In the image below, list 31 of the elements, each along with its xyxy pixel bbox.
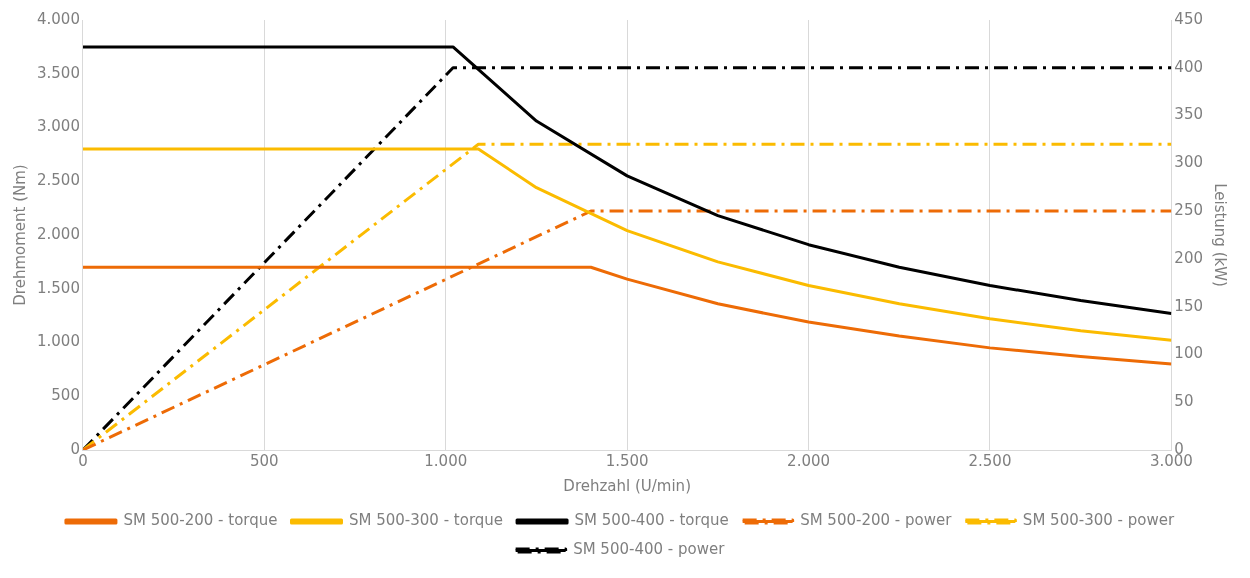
y-tick-label: 2.500 bbox=[36, 171, 80, 190]
x-tick-label: 2.000 bbox=[787, 451, 831, 470]
y2-tick-label: 100 bbox=[1174, 344, 1204, 363]
legend-label: SM 500-300 - power bbox=[1022, 511, 1175, 530]
y2-axis-title: Leistung (kW) bbox=[1211, 183, 1230, 287]
y2-tick-label: 450 bbox=[1174, 9, 1204, 28]
y-tick-label: 1.500 bbox=[36, 278, 80, 297]
legend-label: SM 500-200 - power bbox=[800, 511, 953, 530]
y2-tick-label: 50 bbox=[1174, 392, 1194, 411]
y-tick-label: 2.000 bbox=[36, 224, 80, 243]
y-tick-label: 4.000 bbox=[36, 9, 80, 28]
y2-tick-label: 350 bbox=[1174, 105, 1204, 124]
legend-label: SM 500-400 - power bbox=[573, 540, 726, 559]
y2-tick-label: 300 bbox=[1174, 153, 1204, 172]
y-tick-label: 3.000 bbox=[36, 117, 80, 136]
y-tick-label: 3.500 bbox=[36, 63, 80, 82]
y2-tick-label: 400 bbox=[1174, 57, 1204, 76]
y2-tick-label: 250 bbox=[1174, 201, 1204, 219]
legend-label: SM 500-300 - torque bbox=[349, 511, 504, 530]
x-axis-title: Drehzahl (U/min) bbox=[563, 476, 691, 495]
y-axis-title: Drehmoment (Nm) bbox=[10, 164, 29, 306]
x-tick-label: 1.500 bbox=[605, 451, 649, 470]
x-tick-label: 2.500 bbox=[968, 451, 1012, 470]
y2-tick-label: 150 bbox=[1174, 296, 1204, 315]
y-tick-label: 500 bbox=[51, 386, 80, 405]
legend-label: SM 500-200 - torque bbox=[123, 511, 278, 530]
x-tick-label: 1.000 bbox=[424, 451, 468, 470]
y2-tick-label: 200 bbox=[1174, 248, 1204, 267]
legend-label: SM 500-400 - torque bbox=[574, 511, 729, 530]
y-tick-label: 1.000 bbox=[36, 332, 80, 351]
x-tick-label: 500 bbox=[250, 451, 279, 470]
